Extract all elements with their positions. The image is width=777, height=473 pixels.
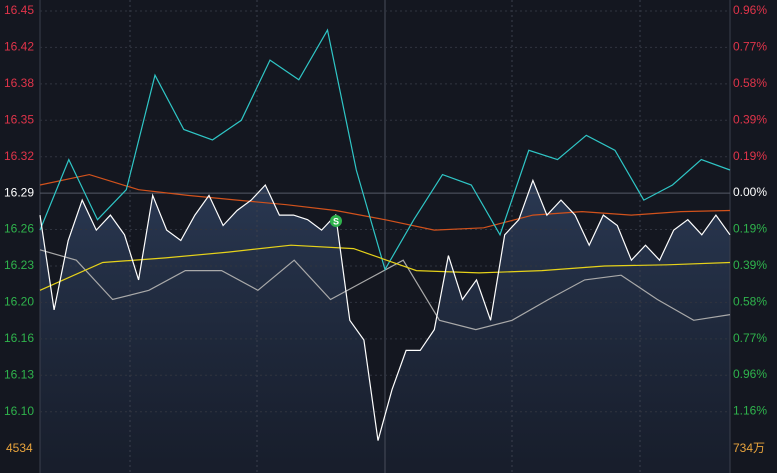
y2-tick-label: 0.39%: [733, 112, 767, 126]
y2-tick-label: 0.96%: [733, 367, 767, 381]
y-tick-label: 16.42: [4, 40, 34, 54]
signal-marker: [330, 215, 342, 227]
volume-right: 734万: [733, 441, 765, 455]
y-tick-label: 16.35: [4, 112, 34, 126]
y-tick-label: 16.32: [4, 149, 34, 163]
y2-tick-label: 0.96%: [733, 3, 767, 17]
series-line: [39, 173, 731, 231]
lines-layer: [39, 28, 731, 441]
vertical-grid: [129, 0, 641, 473]
series-line: [39, 28, 731, 272]
y2-tick-label: 0.00%: [733, 185, 767, 199]
series-line: [39, 244, 731, 291]
y2-tick-label: 0.58%: [733, 76, 767, 90]
y-tick-label: 16.20: [4, 295, 34, 309]
y-tick-label: 16.45: [4, 3, 34, 17]
signal-label: S: [333, 216, 339, 226]
y-tick-label: 16.26: [4, 222, 34, 236]
y-tick-label: 16.23: [4, 258, 34, 272]
y-tick-label: 16.10: [4, 404, 34, 418]
y2-tick-label: 0.19%: [733, 222, 767, 236]
y2-tick-label: 1.16%: [733, 404, 767, 418]
y2-tick-label: 0.77%: [733, 40, 767, 54]
grid-layer: 16.45 16.42 16.38 16.35 16.32 16.29 16.26 16.23…: [4, 3, 767, 418]
volume-left: 4534: [6, 441, 33, 455]
y-tick-label: 16.29: [4, 185, 34, 199]
y2-tick-label: 0.58%: [733, 294, 767, 308]
y2-tick-label: 0.77%: [733, 331, 767, 345]
y-tick-label: 16.16: [4, 331, 34, 345]
series-line: [39, 178, 731, 441]
y2-tick-label: 0.39%: [733, 258, 767, 272]
y-tick-label: 16.13: [4, 367, 34, 381]
y-tick-label: 16.38: [4, 76, 34, 90]
y2-tick-label: 0.19%: [733, 149, 767, 163]
